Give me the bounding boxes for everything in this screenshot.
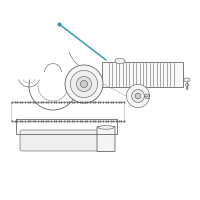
- Circle shape: [65, 65, 103, 103]
- Circle shape: [80, 80, 88, 88]
- Circle shape: [185, 83, 189, 87]
- Ellipse shape: [98, 126, 114, 129]
- Circle shape: [186, 87, 188, 89]
- Circle shape: [135, 93, 141, 99]
- Circle shape: [126, 84, 150, 108]
- FancyBboxPatch shape: [97, 126, 115, 152]
- Ellipse shape: [115, 58, 125, 64]
- FancyBboxPatch shape: [20, 130, 106, 151]
- Ellipse shape: [184, 78, 190, 82]
- Circle shape: [132, 90, 144, 102]
- Circle shape: [70, 70, 98, 98]
- Circle shape: [76, 76, 92, 92]
- FancyBboxPatch shape: [102, 62, 183, 87]
- Circle shape: [145, 94, 149, 99]
